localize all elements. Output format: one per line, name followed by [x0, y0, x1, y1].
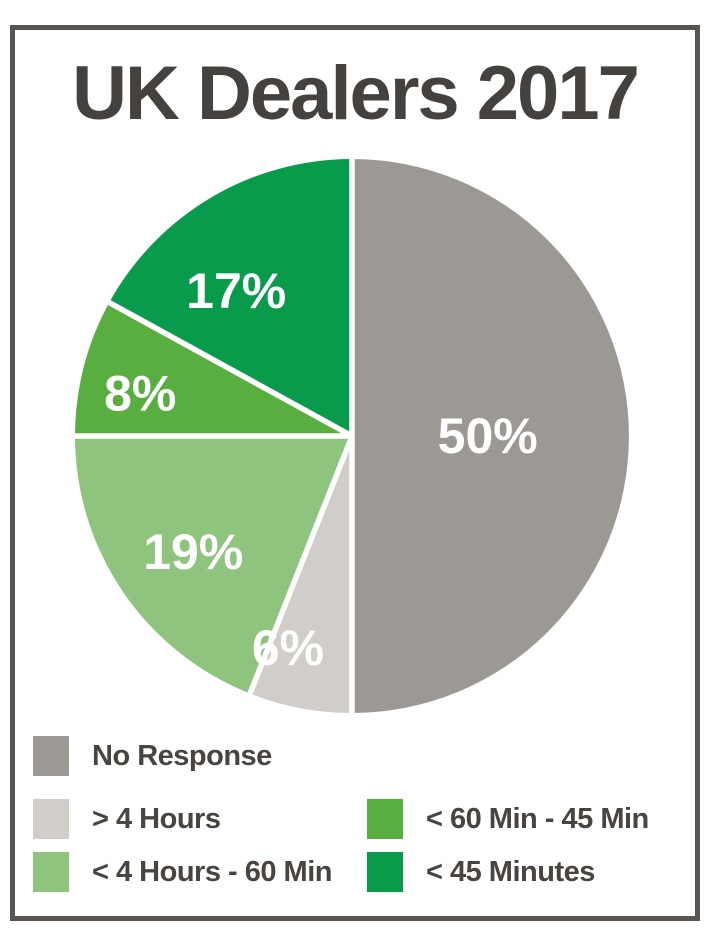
pie-slice-separator: [107, 300, 354, 439]
pie-slice-value-no-response: 50%: [438, 408, 538, 464]
pie-slice-45-minutes: [109, 159, 352, 436]
legend-label-no-response: No Response: [92, 739, 272, 772]
legend-item-lt-45-minutes: < 45 Minutes: [367, 851, 595, 893]
pie-slice-value-4-hours-60-min: 19%: [143, 524, 243, 580]
pie-slice-value-45-minutes: 17%: [186, 263, 286, 319]
legend-label-gt-4-hours: > 4 Hours: [92, 802, 221, 835]
pie-slice-value-60-min-45-min: 8%: [104, 365, 176, 421]
legend-swatch-gt-4-hours: [33, 799, 69, 839]
legend-swatch-lt-4-hours-60-min: [33, 852, 69, 892]
page-title: UK Dealers 2017: [72, 51, 640, 136]
legend-label-lt-4-hours-60-min: < 4 Hours - 60 Min: [92, 855, 332, 888]
chart-frame: UK Dealers 2017 50% 6% 19% 8% 17% No Respons…: [10, 25, 700, 921]
legend-label-lt-45-minutes: < 45 Minutes: [426, 855, 595, 888]
legend-swatch-no-response: [33, 736, 69, 776]
pie-slice-60-min-45-min: [75, 302, 352, 436]
pie-chart: 50% 6%19% 8%17%: [75, 159, 629, 713]
legend-item-gt-4-hours: > 4 Hours: [33, 798, 221, 840]
legend-item-no-response: No Response: [33, 735, 272, 777]
pie-slice-4-hours-60-min: [75, 436, 352, 694]
legend-label-lt-60-min-45-min: < 60 Min - 45 Min: [426, 802, 649, 835]
pie-chart-container: 50% 6% 19% 8% 17%: [52, 136, 652, 736]
legend-item-lt-60-min-45-min: < 60 Min - 45 Min: [367, 798, 649, 840]
pie-slice-no-response: [352, 159, 629, 713]
legend-swatch-lt-45-minutes: [367, 852, 403, 892]
pie-slice-separator: [247, 434, 355, 695]
legend-item-lt-4-hours-60-min: < 4 Hours - 60 Min: [33, 851, 332, 893]
legend-swatch-lt-60-min-45-min: [367, 799, 403, 839]
pie-slice-value-4-hours: 6%: [252, 620, 324, 676]
